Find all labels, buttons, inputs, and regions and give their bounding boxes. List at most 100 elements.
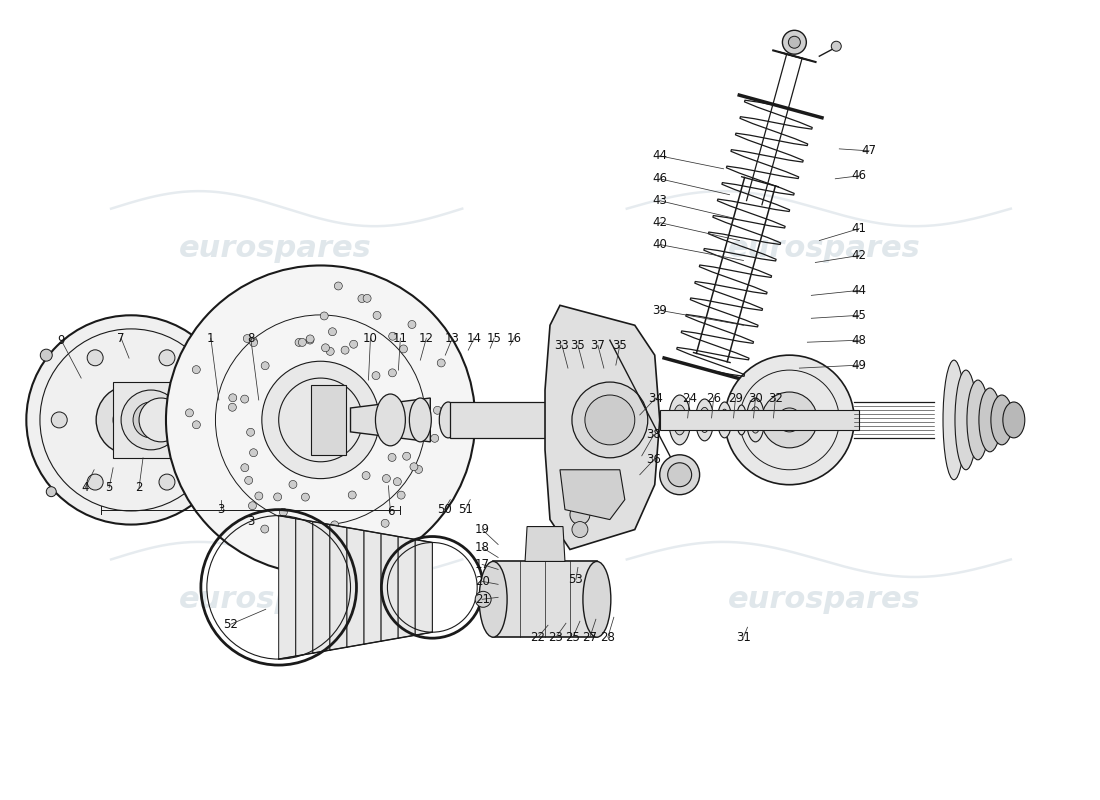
Circle shape [301, 493, 309, 501]
Polygon shape [310, 385, 345, 455]
Polygon shape [398, 537, 415, 638]
Ellipse shape [439, 402, 458, 438]
Ellipse shape [720, 409, 728, 430]
Text: 46: 46 [652, 172, 668, 186]
Ellipse shape [747, 398, 764, 442]
Polygon shape [278, 515, 296, 659]
Circle shape [372, 372, 379, 379]
Polygon shape [544, 306, 660, 550]
Text: 5: 5 [106, 481, 113, 494]
Ellipse shape [991, 395, 1013, 445]
Ellipse shape [979, 388, 1001, 452]
Text: 19: 19 [475, 523, 490, 536]
Circle shape [87, 474, 103, 490]
Circle shape [87, 350, 103, 366]
Circle shape [246, 428, 254, 436]
Text: 2: 2 [135, 481, 143, 494]
Text: 10: 10 [363, 332, 378, 345]
Text: 42: 42 [652, 216, 668, 229]
Ellipse shape [463, 406, 477, 434]
Circle shape [52, 412, 67, 428]
Circle shape [392, 431, 399, 439]
Circle shape [362, 471, 370, 479]
Polygon shape [415, 539, 432, 635]
Circle shape [160, 474, 175, 490]
Circle shape [321, 344, 330, 352]
Circle shape [278, 378, 363, 462]
Circle shape [475, 591, 491, 607]
Circle shape [244, 476, 253, 484]
Text: 42: 42 [851, 249, 867, 262]
Text: 48: 48 [851, 334, 867, 346]
Ellipse shape [750, 406, 761, 433]
Ellipse shape [673, 405, 686, 435]
Circle shape [96, 385, 166, 455]
Circle shape [360, 544, 367, 552]
Ellipse shape [669, 395, 691, 445]
Polygon shape [525, 526, 565, 562]
Circle shape [341, 346, 349, 354]
Text: 16: 16 [507, 332, 521, 345]
Circle shape [293, 392, 349, 448]
Circle shape [334, 282, 342, 290]
Ellipse shape [1003, 402, 1025, 438]
Circle shape [121, 390, 180, 450]
Circle shape [394, 478, 402, 486]
Circle shape [250, 338, 257, 346]
Polygon shape [493, 562, 597, 637]
Circle shape [298, 549, 307, 557]
Circle shape [437, 359, 446, 367]
Circle shape [241, 464, 249, 472]
Circle shape [778, 408, 802, 432]
Circle shape [160, 350, 175, 366]
Ellipse shape [375, 394, 406, 446]
Circle shape [195, 412, 211, 428]
Circle shape [403, 452, 410, 460]
Text: 18: 18 [475, 541, 490, 554]
Text: 29: 29 [728, 391, 743, 405]
Text: 39: 39 [652, 304, 668, 317]
Circle shape [397, 491, 405, 499]
Text: 36: 36 [647, 454, 661, 466]
Polygon shape [330, 525, 346, 650]
Text: 44: 44 [851, 284, 867, 297]
Circle shape [250, 337, 257, 345]
Circle shape [433, 406, 441, 414]
Circle shape [279, 508, 287, 516]
Text: 25: 25 [565, 630, 581, 644]
Circle shape [192, 421, 200, 429]
Text: 35: 35 [571, 338, 585, 352]
Text: 12: 12 [419, 332, 433, 345]
Polygon shape [364, 530, 381, 644]
Ellipse shape [480, 562, 507, 637]
Polygon shape [312, 522, 330, 653]
Circle shape [331, 521, 339, 529]
Polygon shape [180, 408, 470, 432]
Text: 13: 13 [444, 332, 460, 345]
Text: 33: 33 [554, 338, 570, 352]
Text: 3: 3 [217, 503, 224, 516]
Circle shape [295, 338, 302, 346]
Polygon shape [296, 518, 312, 656]
Text: 7: 7 [118, 332, 124, 345]
Circle shape [381, 519, 389, 527]
Circle shape [250, 449, 257, 457]
Circle shape [585, 395, 635, 445]
Circle shape [399, 345, 407, 353]
Circle shape [329, 328, 337, 336]
Ellipse shape [700, 407, 710, 433]
Text: 4: 4 [81, 481, 89, 494]
Circle shape [283, 547, 292, 555]
Circle shape [383, 474, 390, 482]
Circle shape [306, 336, 313, 344]
Circle shape [229, 394, 236, 402]
Circle shape [388, 332, 397, 340]
Text: eurospares: eurospares [728, 585, 921, 614]
Circle shape [363, 294, 371, 302]
Circle shape [410, 462, 418, 470]
Text: 37: 37 [591, 338, 605, 352]
Circle shape [306, 335, 315, 343]
Text: 26: 26 [706, 391, 722, 405]
Text: 46: 46 [851, 170, 867, 182]
Circle shape [139, 398, 183, 442]
